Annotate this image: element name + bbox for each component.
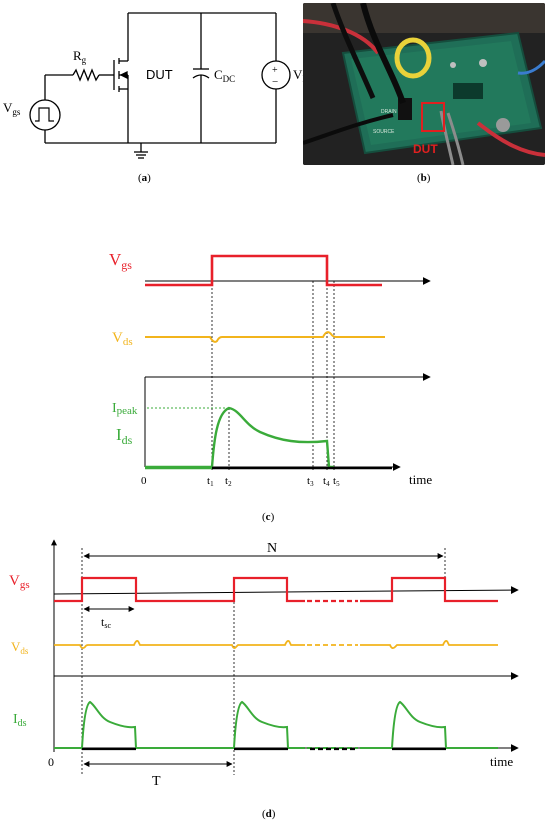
d-origin: 0 <box>48 755 54 769</box>
c-time-label: time <box>409 472 432 487</box>
d-time-label: time <box>490 754 513 769</box>
red-cable <box>303 19 380 55</box>
d-ids-waveform-2 <box>360 700 498 749</box>
test-setup-photo: DUT DRAIN SOURCE <box>303 3 545 165</box>
panel-b-caption: (b) <box>417 172 431 184</box>
resistor-rg <box>72 68 100 82</box>
dut-box <box>421 102 445 132</box>
c-t4: t4 <box>323 475 330 488</box>
d-t-label: T <box>152 774 161 789</box>
c-t2: t2 <box>225 475 232 488</box>
photo-dut-label: DUT <box>413 142 438 156</box>
probe-cable <box>330 3 376 99</box>
time-markers <box>211 256 335 470</box>
c-ipeak-label: Ipeak <box>112 401 138 417</box>
c-vds-label: Vds <box>112 330 133 348</box>
c-t5: t5 <box>333 475 340 488</box>
timing-diagram-repetitive <box>51 539 519 775</box>
rogowski-coil <box>394 37 432 79</box>
dut-label: DUT <box>146 67 173 82</box>
d-vds-label: Vds <box>11 639 29 656</box>
timing-diagram-single <box>144 254 431 471</box>
vdd-plus: + <box>272 65 278 76</box>
c-origin: 0 <box>141 475 147 487</box>
panel-c-caption: (c) <box>262 511 275 523</box>
circuit-labels: Rg Vgs DUT CDC VDD + − (a) <box>3 48 316 184</box>
d-vds-waveform-2 <box>360 640 498 650</box>
cdc-label: CDC <box>214 67 235 84</box>
ids-waveform <box>145 406 334 469</box>
d-vgs-label: Vgs <box>9 573 30 591</box>
rg-label: Rg <box>73 48 87 65</box>
c-vgs-label: Vgs <box>109 250 132 272</box>
d-vgs-waveform-1 <box>54 576 305 603</box>
timing-single-labels: Vgs Vds Ipeak Ids 0 t1 t2 t3 t4 t5 time … <box>109 250 432 523</box>
vgs-waveform <box>145 254 382 287</box>
d-n-label: N <box>267 541 277 556</box>
vgs-source-label: Vgs <box>3 100 21 117</box>
d-ids-waveform-1 <box>54 700 305 749</box>
vdd-minus: − <box>272 76 278 88</box>
circuit-schematic <box>29 12 291 159</box>
c-ids-label: Ids <box>116 425 133 447</box>
d-tsc-label: tsc <box>101 615 111 630</box>
timing-repetitive-labels: N Vgs tsc Vds Ids 0 time T (d) <box>9 541 513 820</box>
board-drain-text: DRAIN <box>381 109 397 115</box>
vds-waveform <box>145 331 385 343</box>
d-vds-waveform-1 <box>54 640 305 650</box>
test-setup-illustration: DUT DRAIN SOURCE <box>303 3 545 165</box>
panel-a-caption: (a) <box>138 172 151 184</box>
c-t3: t3 <box>307 475 314 488</box>
d-vgs-waveform-2 <box>360 576 498 603</box>
d-ids-label: Ids <box>13 712 27 729</box>
board-source-text: SOURCE <box>373 129 395 135</box>
bnc-connector <box>496 118 510 132</box>
c-t1: t1 <box>207 475 214 488</box>
panel-d-caption: (d) <box>262 808 276 820</box>
